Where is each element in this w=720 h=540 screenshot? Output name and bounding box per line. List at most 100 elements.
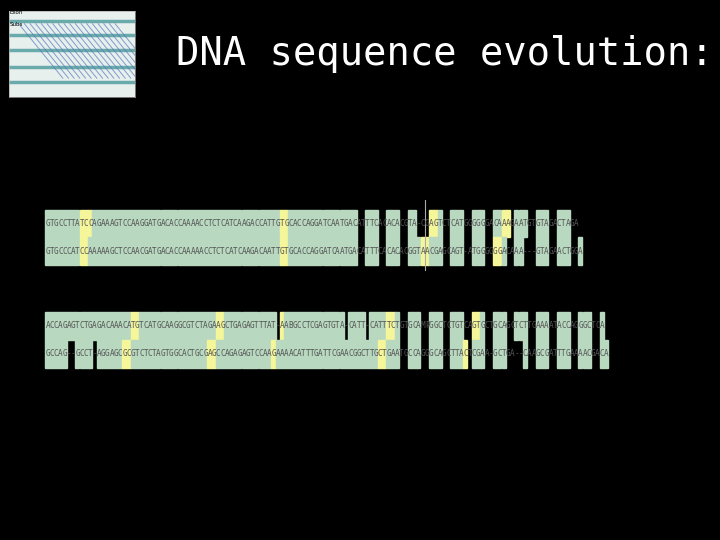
Text: A: A <box>161 219 165 228</box>
Text: T: T <box>267 219 271 228</box>
Bar <box>544 340 549 368</box>
Bar <box>505 210 510 238</box>
Text: G: G <box>425 349 429 358</box>
Text: G: G <box>174 321 178 330</box>
Text: A: A <box>544 247 549 256</box>
Text: A: A <box>225 349 229 358</box>
Text: C: C <box>463 349 468 358</box>
Bar <box>50 210 54 238</box>
Bar <box>207 340 212 368</box>
Text: T: T <box>118 219 122 228</box>
Bar <box>122 312 126 340</box>
Bar <box>212 312 216 340</box>
Text: A: A <box>502 219 506 228</box>
Text: T: T <box>489 321 493 330</box>
Text: T: T <box>229 219 233 228</box>
Text: A: A <box>241 349 246 358</box>
Bar <box>67 312 71 340</box>
Bar <box>391 340 395 368</box>
Bar <box>131 210 135 238</box>
Bar <box>220 340 225 368</box>
Text: A: A <box>88 247 93 256</box>
Bar <box>233 210 237 238</box>
Text: A: A <box>387 219 391 228</box>
Text: mouse: mouse <box>42 187 92 205</box>
Text: G: G <box>229 349 233 358</box>
Text: A: A <box>604 349 608 358</box>
Text: T: T <box>591 321 595 330</box>
Text: A: A <box>549 321 553 330</box>
Bar <box>301 238 305 265</box>
Text: G: G <box>476 349 480 358</box>
Bar <box>63 210 67 238</box>
Text: A: A <box>578 247 583 256</box>
Bar <box>58 238 63 265</box>
Text: A: A <box>514 247 519 256</box>
Bar <box>122 340 126 368</box>
Text: A: A <box>169 219 174 228</box>
Bar <box>344 340 348 368</box>
Text: A: A <box>510 349 515 358</box>
Bar <box>194 312 199 340</box>
Text: G: G <box>527 219 532 228</box>
Text: C: C <box>352 219 357 228</box>
Bar <box>344 238 348 265</box>
Bar <box>365 340 369 368</box>
Bar <box>289 312 292 340</box>
Text: G: G <box>207 321 212 330</box>
Text: G: G <box>344 219 348 228</box>
Text: A: A <box>336 247 340 256</box>
Bar <box>318 340 323 368</box>
Bar <box>267 340 271 368</box>
Text: C: C <box>429 247 433 256</box>
Bar <box>480 210 485 238</box>
Bar <box>131 312 135 340</box>
Bar <box>331 340 336 368</box>
Text: A: A <box>514 219 519 228</box>
Text: C: C <box>348 349 353 358</box>
Text: A: A <box>233 349 238 358</box>
Text: C: C <box>178 349 182 358</box>
Text: G: G <box>399 321 404 330</box>
Text: C: C <box>408 349 413 358</box>
Bar <box>348 340 352 368</box>
Text: G: G <box>425 219 429 228</box>
Bar <box>331 210 336 238</box>
Text: G: G <box>156 247 161 256</box>
Text: T: T <box>540 247 544 256</box>
Bar <box>101 238 105 265</box>
Text: C: C <box>79 321 84 330</box>
Bar <box>318 210 323 238</box>
Bar <box>67 238 71 265</box>
Bar <box>246 210 250 238</box>
Bar <box>105 312 109 340</box>
Text: -: - <box>92 349 97 358</box>
Text: T: T <box>71 219 76 228</box>
Bar <box>284 238 288 265</box>
Text: C: C <box>297 321 302 330</box>
Text: C: C <box>442 219 446 228</box>
Text: -: - <box>463 247 468 256</box>
Bar <box>199 238 203 265</box>
Text: C: C <box>587 321 591 330</box>
Text: G: G <box>101 349 106 358</box>
Text: A: A <box>305 219 310 228</box>
Bar <box>178 312 181 340</box>
Text: G: G <box>212 349 216 358</box>
Bar <box>76 340 79 368</box>
Text: A: A <box>238 219 242 228</box>
Text: A: A <box>600 321 604 330</box>
Text: T: T <box>50 219 54 228</box>
Bar <box>241 210 246 238</box>
Bar <box>135 238 139 265</box>
Text: C: C <box>446 247 451 256</box>
Text: G: G <box>591 349 595 358</box>
Bar <box>207 238 212 265</box>
Bar <box>493 210 498 238</box>
Text: A: A <box>395 349 400 358</box>
Bar <box>267 210 271 238</box>
Bar <box>220 210 225 238</box>
Text: C: C <box>557 219 562 228</box>
Text: A: A <box>451 247 455 256</box>
Bar <box>156 238 161 265</box>
